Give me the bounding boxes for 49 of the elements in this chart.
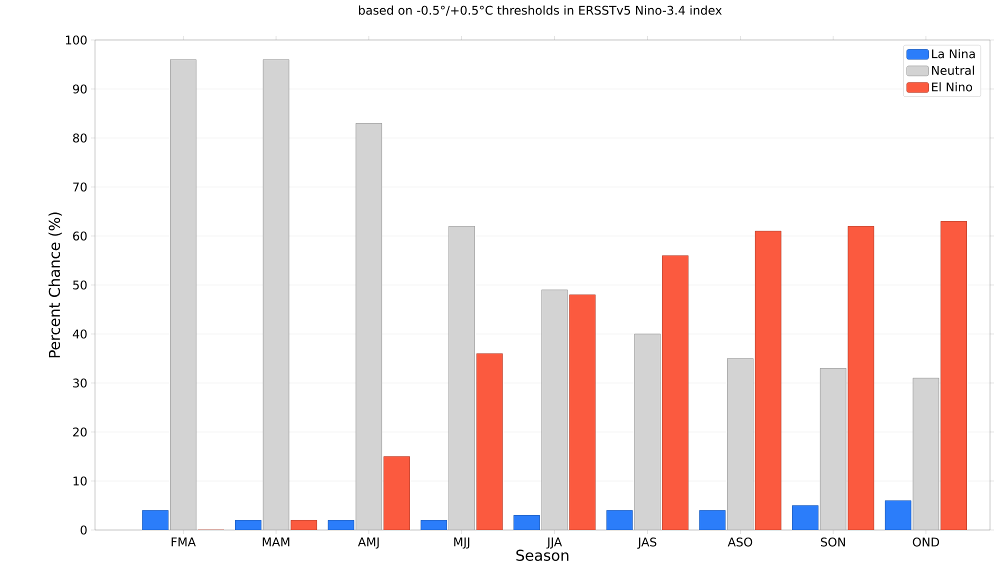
- y-tick-label: 80: [73, 133, 87, 143]
- bar: [356, 123, 382, 530]
- bar: [384, 456, 410, 530]
- bar: [662, 255, 688, 530]
- legend-label: La Nina: [932, 49, 975, 58]
- bar: [754, 230, 782, 530]
- bar: [476, 353, 503, 530]
- x-tick-label: SON: [820, 538, 845, 547]
- bar: [634, 334, 661, 530]
- x-tick-label: JJA: [546, 538, 562, 549]
- y-tick-label: 90: [73, 84, 87, 94]
- bar: [884, 500, 912, 530]
- y-tick-label: 60: [73, 231, 87, 241]
- bar: [541, 290, 568, 530]
- x-tick-label: JAS: [637, 538, 656, 549]
- bar: [170, 59, 196, 530]
- bar: [569, 294, 596, 530]
- y-tick-label: 70: [73, 182, 87, 192]
- bar: [235, 520, 262, 530]
- bar: [699, 510, 726, 530]
- x-tick-label: FMA: [172, 538, 196, 546]
- y-tick-label: 50: [73, 280, 87, 290]
- bar: [848, 226, 874, 530]
- x-tick-label: OND: [912, 538, 940, 547]
- bar: [912, 378, 940, 530]
- x-tick-label: ASO: [728, 538, 752, 547]
- bar: [727, 358, 754, 530]
- bar: [820, 368, 846, 530]
- y-tick-label: 30: [73, 378, 87, 388]
- y-tick-label: 20: [73, 427, 87, 437]
- x-tick-label: MJJ: [454, 538, 470, 549]
- legend-label: El Nino: [932, 82, 972, 92]
- bar: [262, 59, 290, 530]
- y-axis-title: Percent Chance (%): [48, 212, 62, 358]
- y-tick-label: 40: [72, 329, 87, 339]
- bar: [940, 221, 967, 530]
- x-tick-label: AMJ: [358, 538, 379, 549]
- y-tick-label: 10: [74, 476, 87, 486]
- bar: [448, 226, 475, 530]
- legend-label: Neutral: [932, 66, 974, 75]
- y-tick-label: 100: [66, 35, 87, 45]
- x-axis-title: Season: [516, 550, 568, 561]
- bar: [792, 505, 818, 530]
- bar: [142, 510, 169, 530]
- x-tick-label: MAM: [262, 538, 290, 546]
- bar: [514, 515, 540, 530]
- bar: [606, 510, 633, 530]
- chart-title: based on -0.5°/+0.5°C thresholds in ERSSTv5 Nino-3.4 index: [359, 6, 722, 16]
- y-tick-label: 0: [80, 525, 87, 535]
